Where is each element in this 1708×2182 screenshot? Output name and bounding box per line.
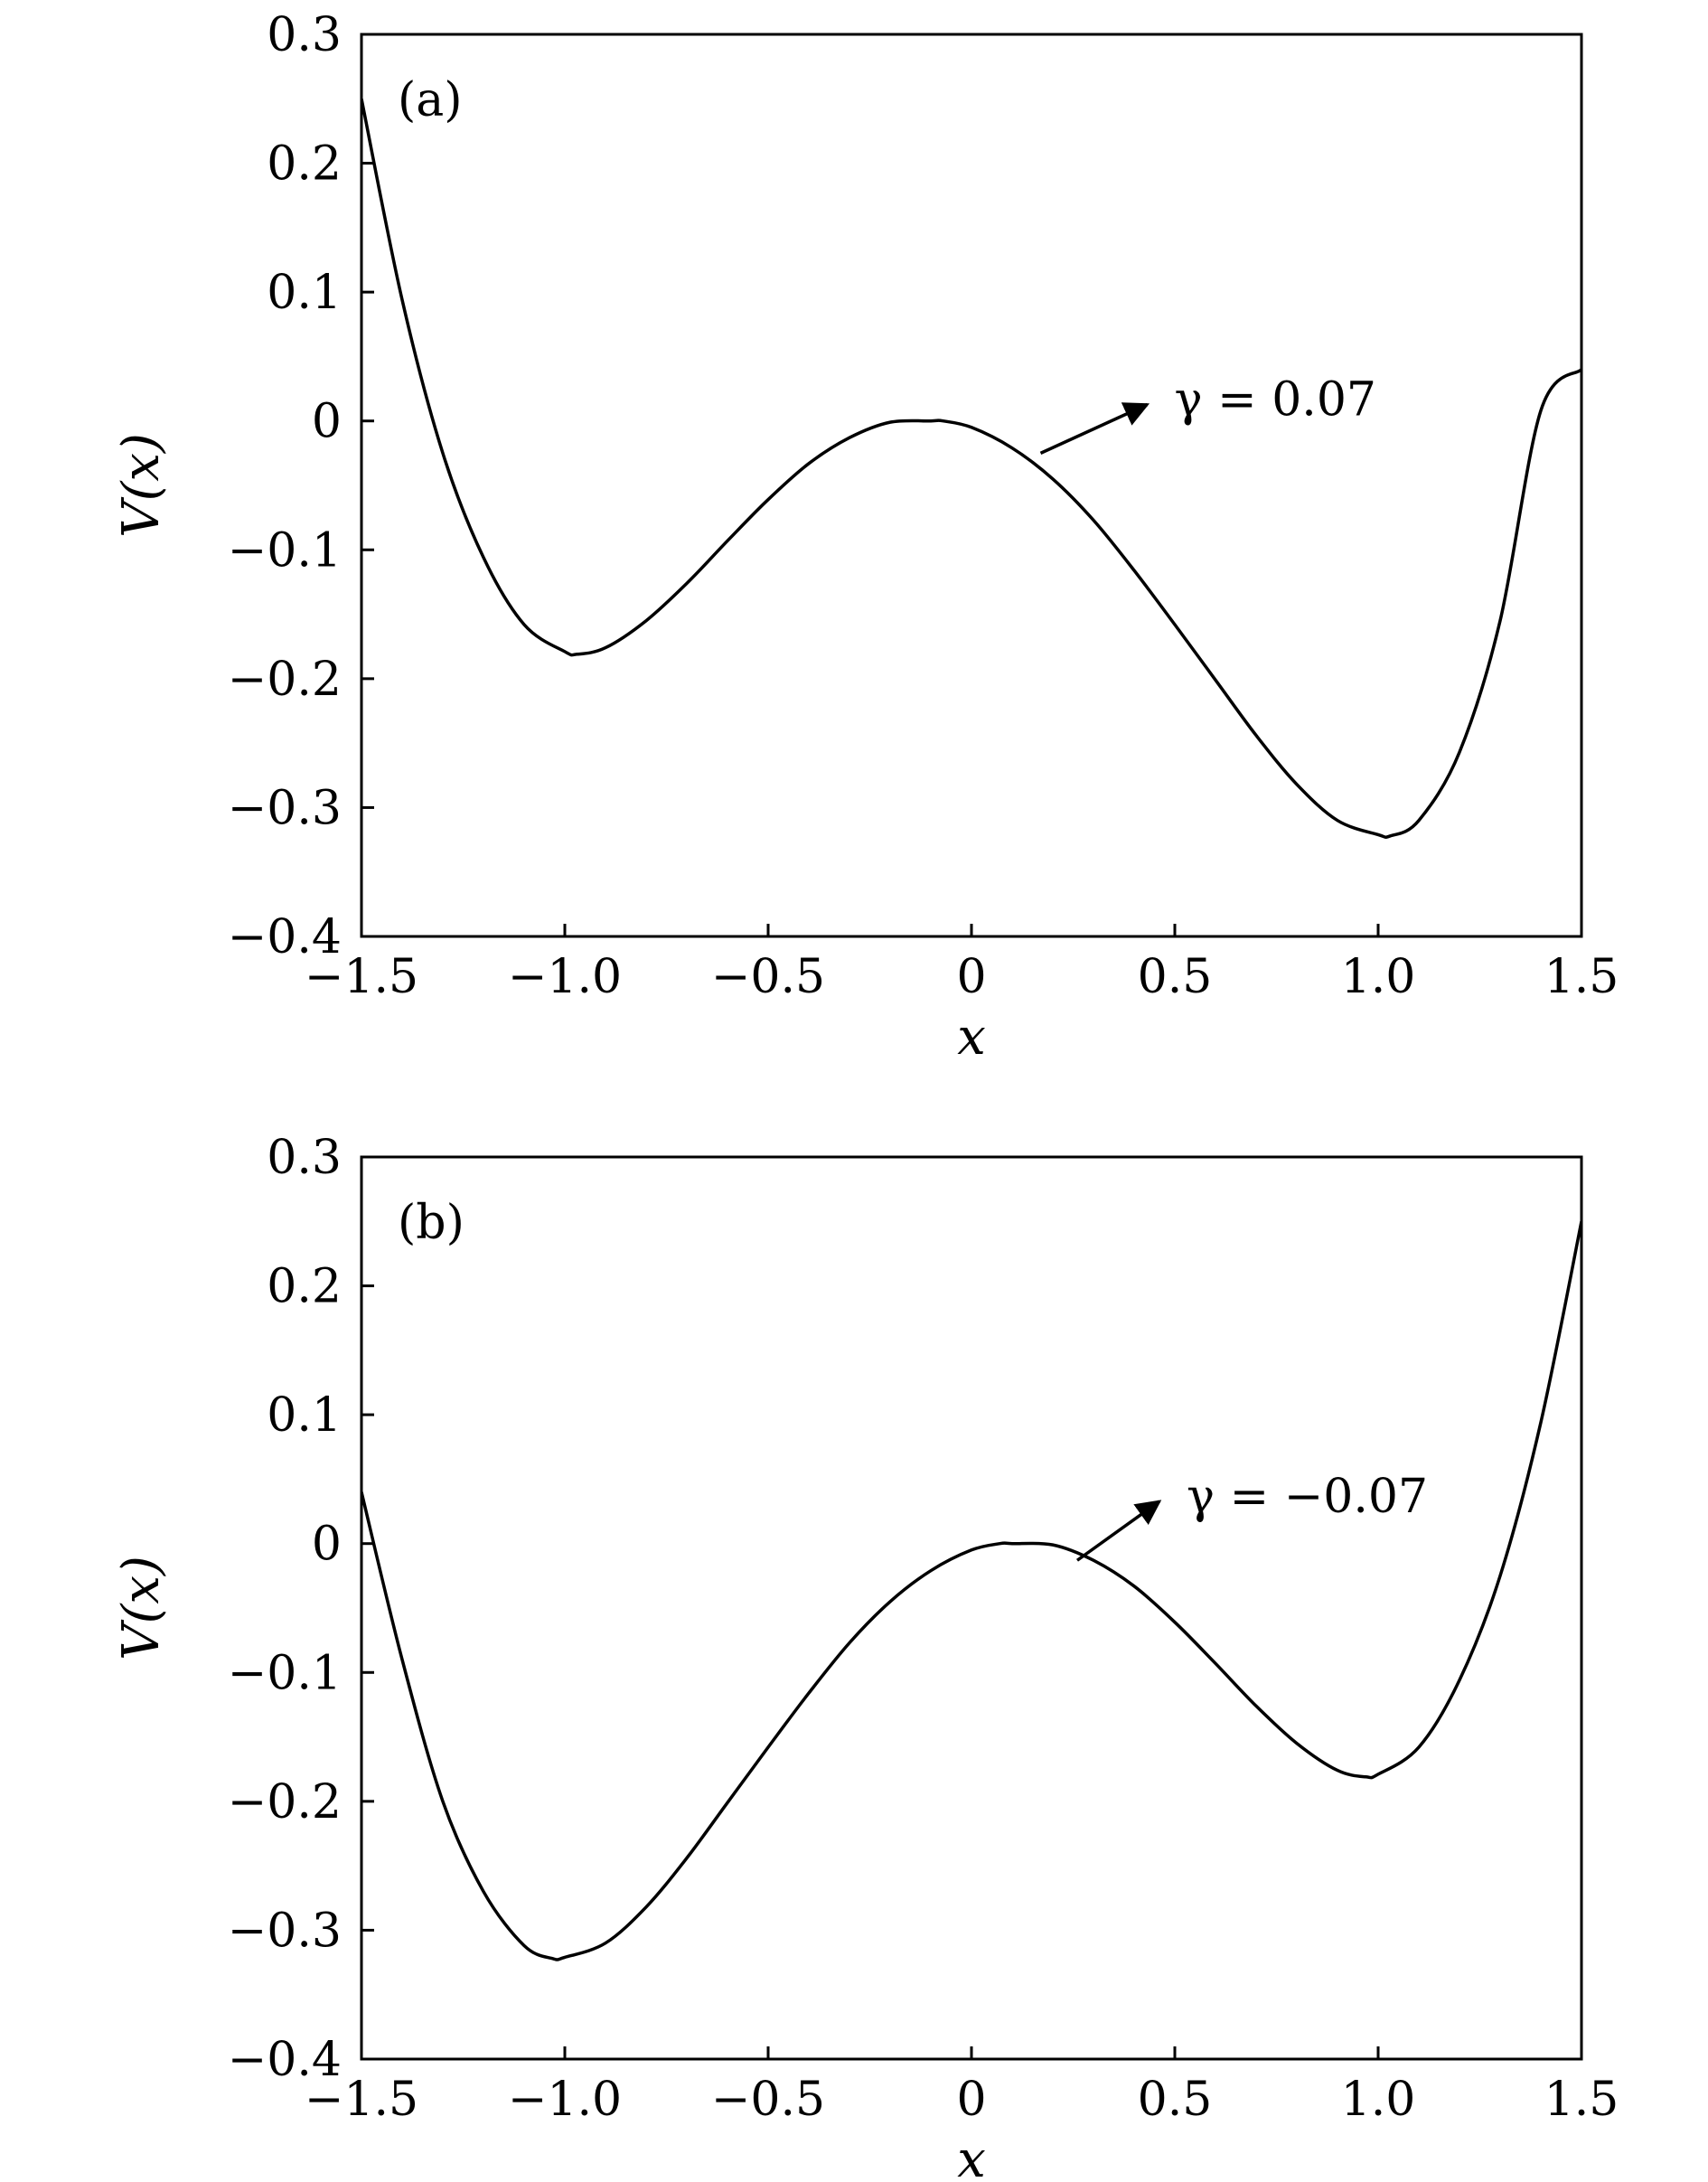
plot-frame (360, 1155, 1583, 2061)
panel-label: (a) (398, 73, 463, 127)
y-tick-label: 0.2 (267, 1260, 342, 1314)
x-tick-label: −0.5 (711, 950, 825, 1004)
y-tick-label: 0.2 (267, 137, 342, 192)
panel-a: −1.5 −1.0 −0.5 0 0.5 1.0 1.5 0.3 0.2 0.1 0 −0.1 −0.2… (112, 8, 1619, 1067)
x-tick-label: 1.5 (1544, 950, 1619, 1004)
y-tick-label: −0.3 (228, 1904, 342, 1958)
y-tick-label: 0.1 (267, 266, 342, 320)
y-tick-label: 0.1 (267, 1388, 342, 1443)
x-tick-label: 0 (956, 2073, 986, 2127)
y-tick-label: −0.1 (228, 523, 342, 578)
y-tick-label: 0 (312, 395, 342, 449)
x-tick-label: −1.5 (305, 950, 418, 1004)
series-line (361, 1220, 1581, 1961)
y-tick-label: −0.2 (228, 1775, 342, 1829)
panel-b: −1.5 −1.0 −0.5 0 0.5 1.0 1.5 0.3 0.2 0.1 0 −0.1 −0.2… (112, 1131, 1619, 2182)
annotation-arrow (1075, 1500, 1162, 1562)
x-tick-label: −1.0 (508, 950, 622, 1004)
y-tick-label: 0.3 (267, 8, 342, 62)
y-tick-label: 0.3 (267, 1131, 342, 1185)
x-tick-label: −1.0 (508, 2073, 622, 2127)
y-axis-label: V(x) (112, 1556, 171, 1660)
x-axis-label: x (957, 2130, 986, 2177)
x-tick-label: −1.5 (305, 2073, 418, 2127)
y-tick-label: −0.2 (228, 653, 342, 707)
annotation-label: γ = −0.07 (1187, 1470, 1428, 1524)
x-tick-label: 0.5 (1138, 2073, 1213, 2127)
plot-frame (360, 33, 1583, 938)
annotation-label: γ = 0.07 (1175, 372, 1377, 427)
x-tick-label: 1.0 (1341, 950, 1416, 1004)
y-axis-label: V(x) (112, 433, 171, 538)
x-tick-label: 0.5 (1138, 950, 1213, 1004)
x-tick-label: 0 (956, 950, 986, 1004)
annotation-arrow (1039, 402, 1150, 455)
x-tick-label: 1.5 (1544, 2073, 1619, 2127)
x-tick-label: 1.0 (1341, 2073, 1416, 2127)
y-tick-label: −0.3 (228, 781, 342, 835)
x-tick-label: −0.5 (711, 2073, 825, 2127)
y-tick-label: −0.4 (228, 2033, 342, 2087)
series-line (361, 98, 1581, 839)
y-tick-label: 0 (312, 1518, 342, 1572)
y-tick-label: −0.4 (228, 910, 342, 964)
y-tick-label: −0.1 (228, 1646, 342, 1700)
panel-label: (b) (398, 1196, 465, 1250)
x-axis-label: x (957, 1008, 986, 1067)
